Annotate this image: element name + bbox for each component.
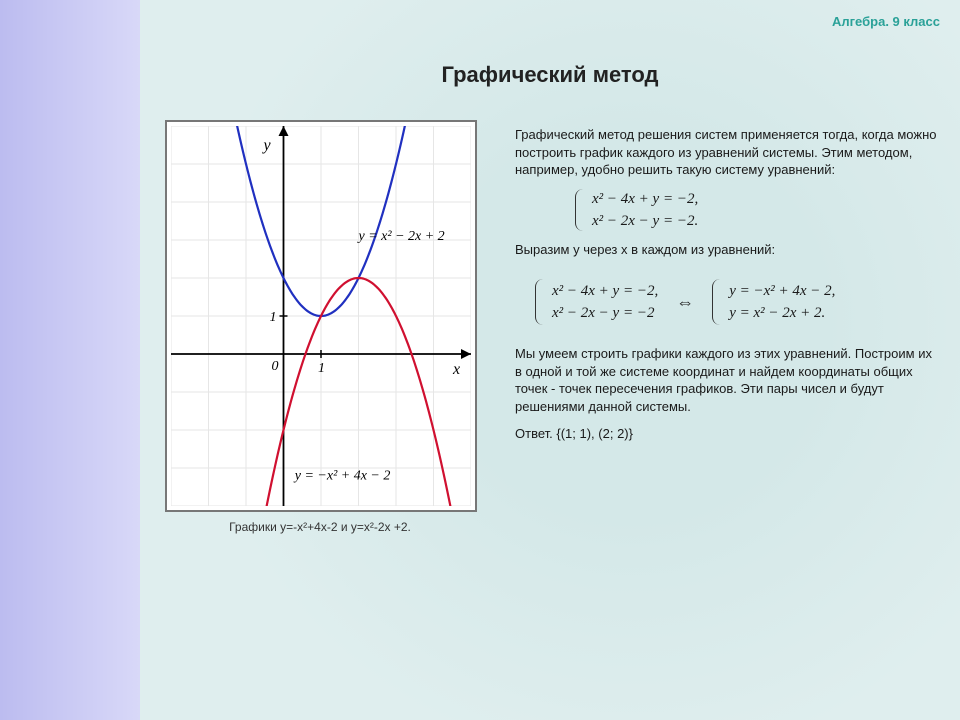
svg-text:1: 1	[318, 361, 325, 376]
paragraph-3: Мы умеем строить графики каждого из этих…	[515, 345, 942, 415]
chart-svg: 0 1 1 x y y = x² − 2x + 2 y = −x² + 4x − 2	[171, 126, 471, 506]
system-2b: y = −x² + 4x − 2, y = x² − 2x + 2.	[712, 279, 835, 326]
left-margin	[0, 0, 140, 720]
svg-text:1: 1	[270, 310, 277, 325]
svg-text:0: 0	[272, 359, 279, 374]
equiv-arrow-icon: ⇔	[676, 290, 694, 314]
system-2a: x² − 4x + y = −2, x² − 2x − y = −2	[535, 279, 658, 326]
sys2a-eq1: x² − 4x + y = −2,	[552, 281, 658, 301]
svg-text:y = −x² + 4x − 2: y = −x² + 4x − 2	[293, 468, 391, 483]
slide-body: Алгебра. 9 класс Графический метод 0 1 1 x y…	[140, 0, 960, 720]
system-2-pair: x² − 4x + y = −2, x² − 2x − y = −2 ⇔ y =…	[535, 269, 942, 336]
sys1-eq1: x² − 4x + y = −2,	[592, 189, 942, 209]
system-1: x² − 4x + y = −2, x² − 2x − y = −2.	[575, 189, 942, 232]
slide-title: Графический метод	[140, 62, 960, 88]
svg-text:y = x² − 2x + 2: y = x² − 2x + 2	[357, 229, 445, 244]
course-label: Алгебра. 9 класс	[832, 14, 940, 29]
sys1-eq2: x² − 2x − y = −2.	[592, 211, 942, 231]
paragraph-1: Графический метод решения систем применя…	[515, 126, 942, 179]
svg-text:x: x	[452, 361, 460, 378]
explanation-text: Графический метод решения систем применя…	[515, 120, 942, 708]
answer-value: {(1; 1), (2; 2)}	[556, 426, 633, 441]
sys2b-eq2: y = x² − 2x + 2.	[729, 303, 835, 323]
chart-container: 0 1 1 x y y = x² − 2x + 2 y = −x² + 4x − 2	[165, 120, 477, 512]
answer-line: Ответ. {(1; 1), (2; 2)}	[515, 425, 942, 443]
chart-caption: Графики y=-x²+4x-2 и y=x²-2x +2.	[165, 520, 475, 534]
sys2b-eq1: y = −x² + 4x − 2,	[729, 281, 835, 301]
svg-text:y: y	[262, 137, 272, 154]
paragraph-2: Выразим y через x в каждом из уравнений:	[515, 241, 942, 259]
answer-label: Ответ.	[515, 426, 553, 441]
sys2a-eq2: x² − 2x − y = −2	[552, 303, 658, 323]
